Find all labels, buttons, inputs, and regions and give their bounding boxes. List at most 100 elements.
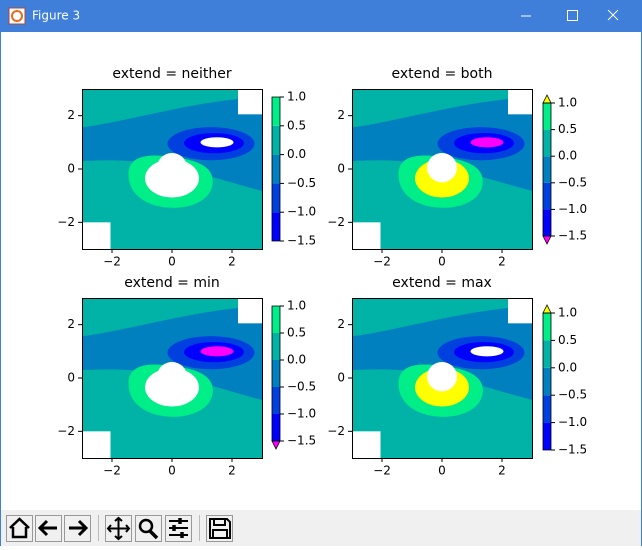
- subplot: extend = max −2 0 2 −2 0 2 −1.5 −1.0 −0.5 0.0 0.5 1.…: [327, 275, 587, 478]
- colorbar-tick-label: 1.0: [558, 96, 577, 110]
- contour-region: [200, 346, 234, 357]
- title-bar: [0, 0, 642, 32]
- colorbar-segment: [272, 212, 280, 241]
- colorbar-tick-label: 0.0: [287, 147, 306, 161]
- masked-region: [82, 431, 111, 458]
- colorbar-segment: [272, 97, 280, 126]
- colorbar-tick-label: −1.5: [287, 234, 316, 248]
- colorbar-segment: [272, 387, 280, 414]
- subplot-title: extend = neither: [112, 66, 231, 82]
- colorbar-segment: [543, 209, 551, 236]
- colorbar-segment: [543, 340, 551, 368]
- app-icon: [8, 7, 26, 25]
- y-tick-label: −2: [327, 424, 345, 438]
- y-tick-label: −2: [327, 215, 345, 229]
- x-tick-label: 0: [438, 464, 446, 478]
- colorbar: −1.5 −1.0 −0.5 0.0 0.5 1.0: [271, 90, 316, 248]
- x-tick-label: 2: [228, 464, 236, 478]
- colorbar-segment: [272, 183, 280, 213]
- colorbar-tick-label: −1.5: [558, 229, 587, 243]
- colorbar-segment: [272, 414, 280, 441]
- masked-region: [427, 362, 457, 392]
- colorbar-segment: [272, 360, 280, 387]
- zoom-icon: [138, 518, 154, 534]
- colorbar-tick-label: −0.5: [287, 380, 316, 394]
- toolbar: [1, 510, 641, 546]
- colorbar-tick-label: 0.5: [558, 122, 577, 136]
- x-tick-label: −2: [103, 464, 121, 478]
- y-tick-label: 0: [337, 162, 345, 176]
- colorbar-tick-label: 0.5: [558, 333, 577, 347]
- back-icon: [37, 519, 57, 537]
- colorbar-segment: [272, 333, 280, 360]
- x-tick-label: 2: [498, 255, 506, 269]
- colorbar-tick-label: −1.0: [287, 205, 316, 219]
- colorbar-tick-label: 0.0: [558, 149, 577, 163]
- contour-field: [82, 298, 262, 458]
- contour-plot: [352, 298, 532, 458]
- subplot-title: extend = max: [392, 275, 492, 291]
- masked-region: [427, 153, 457, 183]
- colorbar-tick-label: 0.5: [287, 118, 306, 132]
- toolbar-buttons: [6, 515, 233, 542]
- x-tick-label: 2: [228, 255, 236, 269]
- colorbar-tick-label: −0.5: [558, 388, 587, 402]
- y-tick-label: 0: [67, 371, 75, 385]
- configure-sliders: [172, 518, 184, 538]
- subplot: extend = neither −2 0 2 −2 0 2 −1.5 −1.0 −0.5 0.0 0…: [57, 66, 316, 269]
- save-icon: [209, 518, 231, 539]
- window-border: [0, 32, 1, 546]
- colorbar-tick-label: −0.5: [558, 175, 587, 189]
- masked-region: [508, 89, 532, 115]
- colorbar-tick-label: 0.0: [558, 360, 577, 374]
- contour-plot: [352, 89, 532, 249]
- contour-plot: [82, 89, 262, 249]
- y-tick-label: 2: [67, 317, 75, 331]
- colorbar-tick-label: 1.0: [558, 306, 577, 320]
- contour-field: [352, 89, 532, 249]
- colorbar-segment: [272, 306, 280, 333]
- colorbar-tick-label: −1.0: [287, 407, 316, 421]
- contour-field: [82, 89, 262, 249]
- y-tick-label: 2: [337, 317, 345, 331]
- colorbar-segment: [543, 156, 551, 183]
- icon-ring: [11, 10, 23, 22]
- y-tick-label: 0: [67, 162, 75, 176]
- masked-region: [157, 153, 187, 183]
- colorbar-tick-label: −1.5: [558, 443, 587, 457]
- masked-region: [238, 89, 262, 115]
- x-tick-label: 0: [168, 464, 176, 478]
- colorbar-segment: [272, 125, 280, 155]
- subplot: extend = min −2 0 2 −2 0 2 −1.5 −1.0 −0.5 0.0 0.5 1.…: [57, 275, 316, 478]
- close-button[interactable]: [607, 9, 619, 21]
- y-tick-label: 0: [337, 371, 345, 385]
- contour-field: [352, 298, 532, 458]
- y-tick-label: −2: [57, 424, 75, 438]
- masked-region: [157, 362, 187, 392]
- colorbar-segment: [543, 182, 551, 210]
- colorbar-segment: [543, 103, 551, 130]
- y-tick-label: −2: [57, 215, 75, 229]
- colorbar-tick-label: −1.0: [558, 202, 587, 216]
- y-tick-label: 2: [337, 108, 345, 122]
- contour-region: [470, 137, 504, 148]
- masked-region: [352, 222, 381, 249]
- colorbar-segment: [543, 129, 551, 157]
- pan-icon: [106, 516, 131, 541]
- x-tick-label: 2: [498, 464, 506, 478]
- colorbar: −1.5 −1.0 −0.5 0.0 0.5 1.0: [542, 94, 587, 245]
- subplot: extend = both −2 0 2 −2 0 2 −1.5 −1.0 −0.5 0.0 0.5 1…: [327, 66, 587, 269]
- x-tick-label: −2: [373, 464, 391, 478]
- colorbar-tick-label: 0.0: [287, 353, 306, 367]
- zoom-handle: [148, 529, 159, 540]
- forward-icon: [69, 519, 89, 537]
- colorbar-tick-label: 1.0: [287, 90, 306, 104]
- x-tick-label: 0: [438, 255, 446, 269]
- maximize-button[interactable]: [567, 10, 578, 21]
- colorbar-tick-label: −1.5: [287, 434, 316, 448]
- colorbar-segment: [543, 367, 551, 396]
- colorbar-tick-label: −1.0: [558, 415, 587, 429]
